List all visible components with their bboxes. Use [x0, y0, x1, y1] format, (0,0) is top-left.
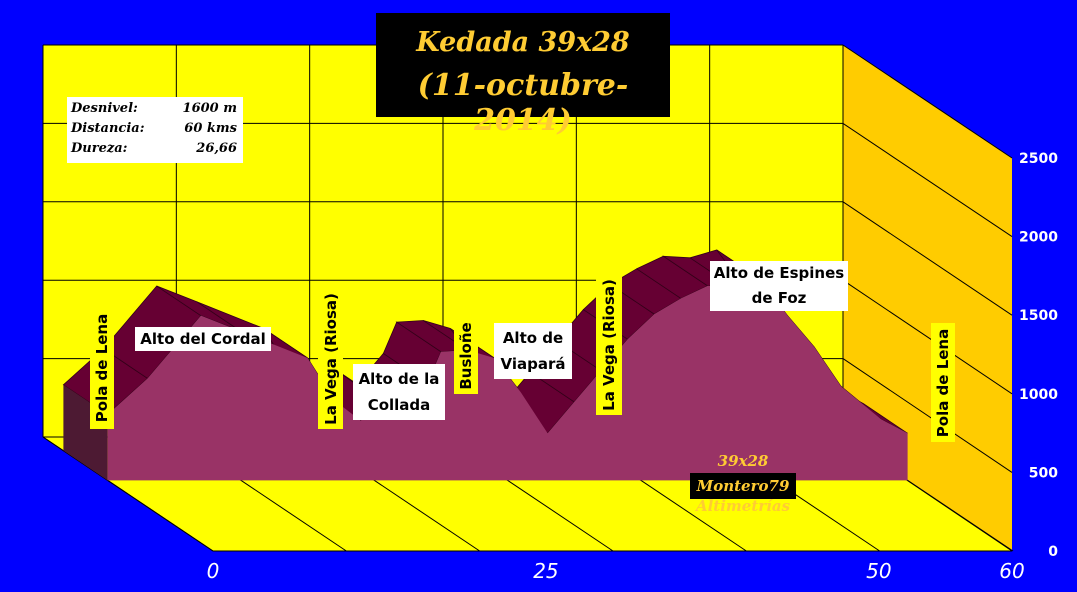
stats-box: Desnivel: 1600 m Distancia: 60 kms Durez… — [67, 97, 243, 163]
x-axis: 0 25 50 60 — [207, 559, 1025, 583]
x-tick-label: 0 — [207, 559, 220, 583]
profile-front-face — [107, 279, 908, 481]
chart-title-box: Kedada 39x28 (11-octubre-2014) — [376, 13, 670, 138]
y-tick-label: 0 — [1048, 544, 1058, 560]
stat-row: Dureza: 26,66 — [71, 141, 237, 161]
annotation-alto-del-cordal: Alto del Cordal — [135, 327, 271, 351]
y-axis: 0 500 1000 1500 2000 2500 — [1019, 151, 1058, 560]
elevation-profile — [62, 249, 908, 481]
floor-edge — [42, 436, 214, 552]
gridline-side — [842, 358, 1013, 473]
annotation-pola-de-lena-start: Pola de Lena — [90, 307, 114, 429]
y-tick-label: 2500 — [1019, 151, 1058, 167]
chart-title: Kedada 39x28 — [416, 27, 630, 58]
credit-brand: 39x28 — [717, 452, 769, 470]
credit-author: Montero79 — [690, 473, 796, 499]
annotation-alto-de-la-collada: Alto de la Collada — [353, 364, 445, 420]
stat-label: Dureza: — [71, 141, 128, 156]
gridline-side — [842, 201, 1013, 316]
stat-value: 1600 m — [182, 101, 237, 116]
stat-label: Distancia: — [71, 121, 145, 136]
annotation-buslone: Busloñe — [454, 318, 478, 394]
chart-date: (11-octubre-2014) — [417, 68, 629, 138]
stat-row: Desnivel: 1600 m — [71, 101, 237, 121]
annotation-pola-de-lena-end: Pola de Lena — [931, 323, 955, 442]
stat-label: Desnivel: — [71, 101, 138, 116]
y-tick-label: 1500 — [1019, 308, 1058, 324]
gridline-side — [842, 122, 1013, 238]
gridline-side — [842, 44, 1013, 159]
credit-tagline: Altimetrías — [695, 498, 791, 513]
gridline-side — [842, 279, 1013, 395]
stat-value: 26,66 — [196, 141, 237, 156]
stat-row: Distancia: 60 kms — [71, 121, 237, 141]
stat-value: 60 kms — [184, 121, 237, 136]
y-tick-label: 2000 — [1019, 230, 1058, 246]
annotation-alto-de-viapara: Alto de Viapará — [494, 323, 572, 379]
x-tick-label: 50 — [866, 559, 891, 583]
x-tick-label: 25 — [533, 559, 558, 583]
y-tick-label: 1000 — [1019, 387, 1058, 403]
annotation-la-vega-1: La Vega (Riosa) — [318, 289, 343, 429]
annotation-alto-de-espines: Alto de Espines de Foz — [710, 261, 848, 311]
y-tick-label: 500 — [1029, 465, 1058, 481]
annotation-la-vega-2: La Vega (Riosa) — [596, 275, 622, 415]
x-tick-label: 60 — [999, 559, 1024, 583]
